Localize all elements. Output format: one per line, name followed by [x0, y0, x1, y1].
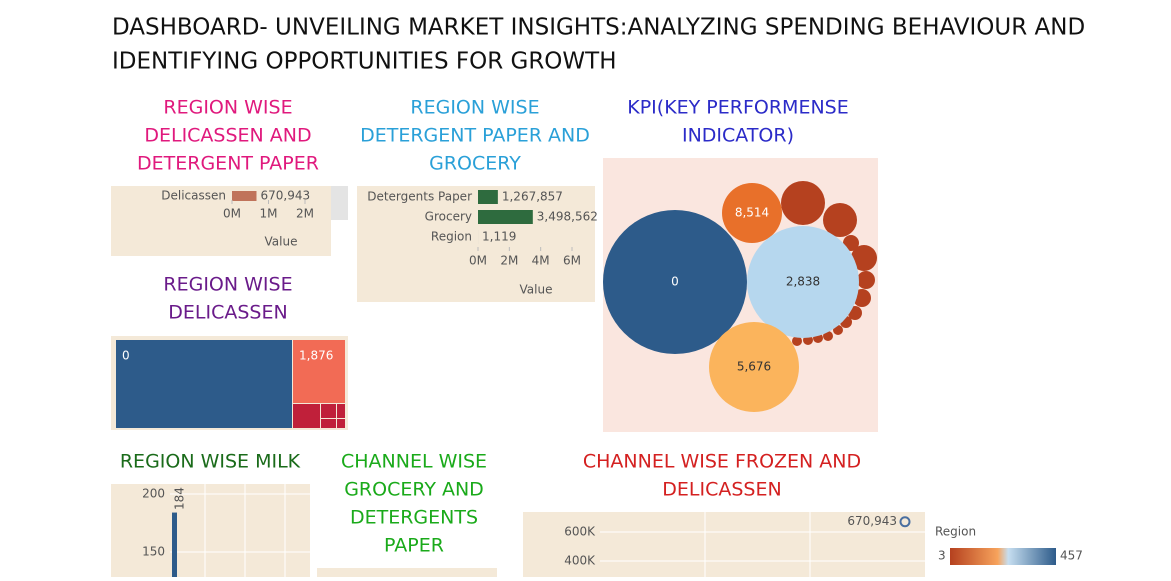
value-label: 1,119: [482, 230, 516, 244]
x-tick-label: 0M: [223, 207, 241, 221]
title: DASHBOARD- UNVEILING MARKET INSIGHTS:ANA…: [112, 15, 1085, 41]
bubble-label: 2,838: [786, 275, 820, 289]
panel-bg: [317, 568, 497, 577]
panel-bg: [331, 186, 348, 220]
chart-title: PAPER: [384, 535, 444, 557]
legend-max: 457: [1060, 549, 1083, 563]
category-label: Region: [431, 230, 472, 244]
x-tick-label: 1M: [260, 207, 278, 221]
bar: [478, 210, 533, 224]
chart-title: DELICASSEN AND: [144, 125, 311, 147]
value-label: 1,267,857: [502, 190, 563, 204]
value-label: 670,943: [260, 189, 310, 203]
bubble-label: 8,514: [735, 206, 769, 220]
x-tick-label: 2M: [296, 207, 314, 221]
chart-title: DETERGENTS: [350, 507, 478, 529]
chart-title: CHANNEL WISE FROZEN AND: [583, 451, 861, 473]
y-tick-label: 400K: [564, 554, 596, 568]
treemap-small: [293, 404, 345, 428]
panel-bg: [111, 484, 310, 577]
bar: [478, 190, 498, 204]
x-tick-label: 0M: [469, 254, 487, 268]
chart-title: KPI(KEY PERFORMENSE: [627, 97, 848, 119]
chart-title: GROCERY: [429, 153, 521, 175]
chart-title: REGION WISE MILK: [120, 451, 301, 473]
bar: [232, 191, 256, 201]
bar: [172, 513, 177, 577]
category-label: Grocery: [425, 210, 472, 224]
chart-title: REGION WISE: [410, 97, 539, 119]
chart-title: DELICASSEN: [662, 479, 781, 501]
chart-title: GROCERY AND: [344, 479, 484, 501]
chart-title: DETERGENT PAPER AND: [360, 125, 590, 147]
y-tick-label: 150: [142, 545, 165, 559]
chart-title: REGION WISE: [163, 274, 292, 296]
x-tick-label: 4M: [532, 254, 550, 268]
x-axis-label: Value: [520, 283, 553, 297]
bubble-label: 5,676: [737, 360, 771, 374]
bubble-label: 0: [671, 275, 679, 289]
legend-min: 3: [938, 549, 946, 563]
treemap-cell: [116, 340, 292, 428]
chart-title: DELICASSEN: [168, 302, 287, 324]
category-label: Delicassen: [161, 189, 226, 203]
value-label: 184: [173, 487, 187, 510]
chart-title: DETERGENT PAPER: [137, 153, 319, 175]
value-label: 3,498,562: [537, 210, 598, 224]
x-tick-label: 2M: [500, 254, 518, 268]
legend-title: Region: [935, 525, 976, 539]
chart-title: REGION WISE: [163, 97, 292, 119]
x-axis-label: Value: [265, 235, 298, 249]
y-tick-label: 600K: [564, 525, 596, 539]
value-label: 670,943: [847, 514, 897, 528]
cell-label: 1,876: [299, 349, 333, 363]
chart-title: CHANNEL WISE: [341, 451, 487, 473]
legend-gradient: [950, 548, 1056, 565]
y-tick-label: 200: [142, 487, 165, 501]
cell-label: 0: [122, 349, 130, 363]
title: IDENTIFYING OPPORTUNITIES FOR GROWTH: [112, 49, 616, 75]
chart-title: INDICATOR): [682, 125, 794, 147]
x-tick-label: 6M: [563, 254, 581, 268]
category-label: Detergents Paper: [367, 190, 472, 204]
